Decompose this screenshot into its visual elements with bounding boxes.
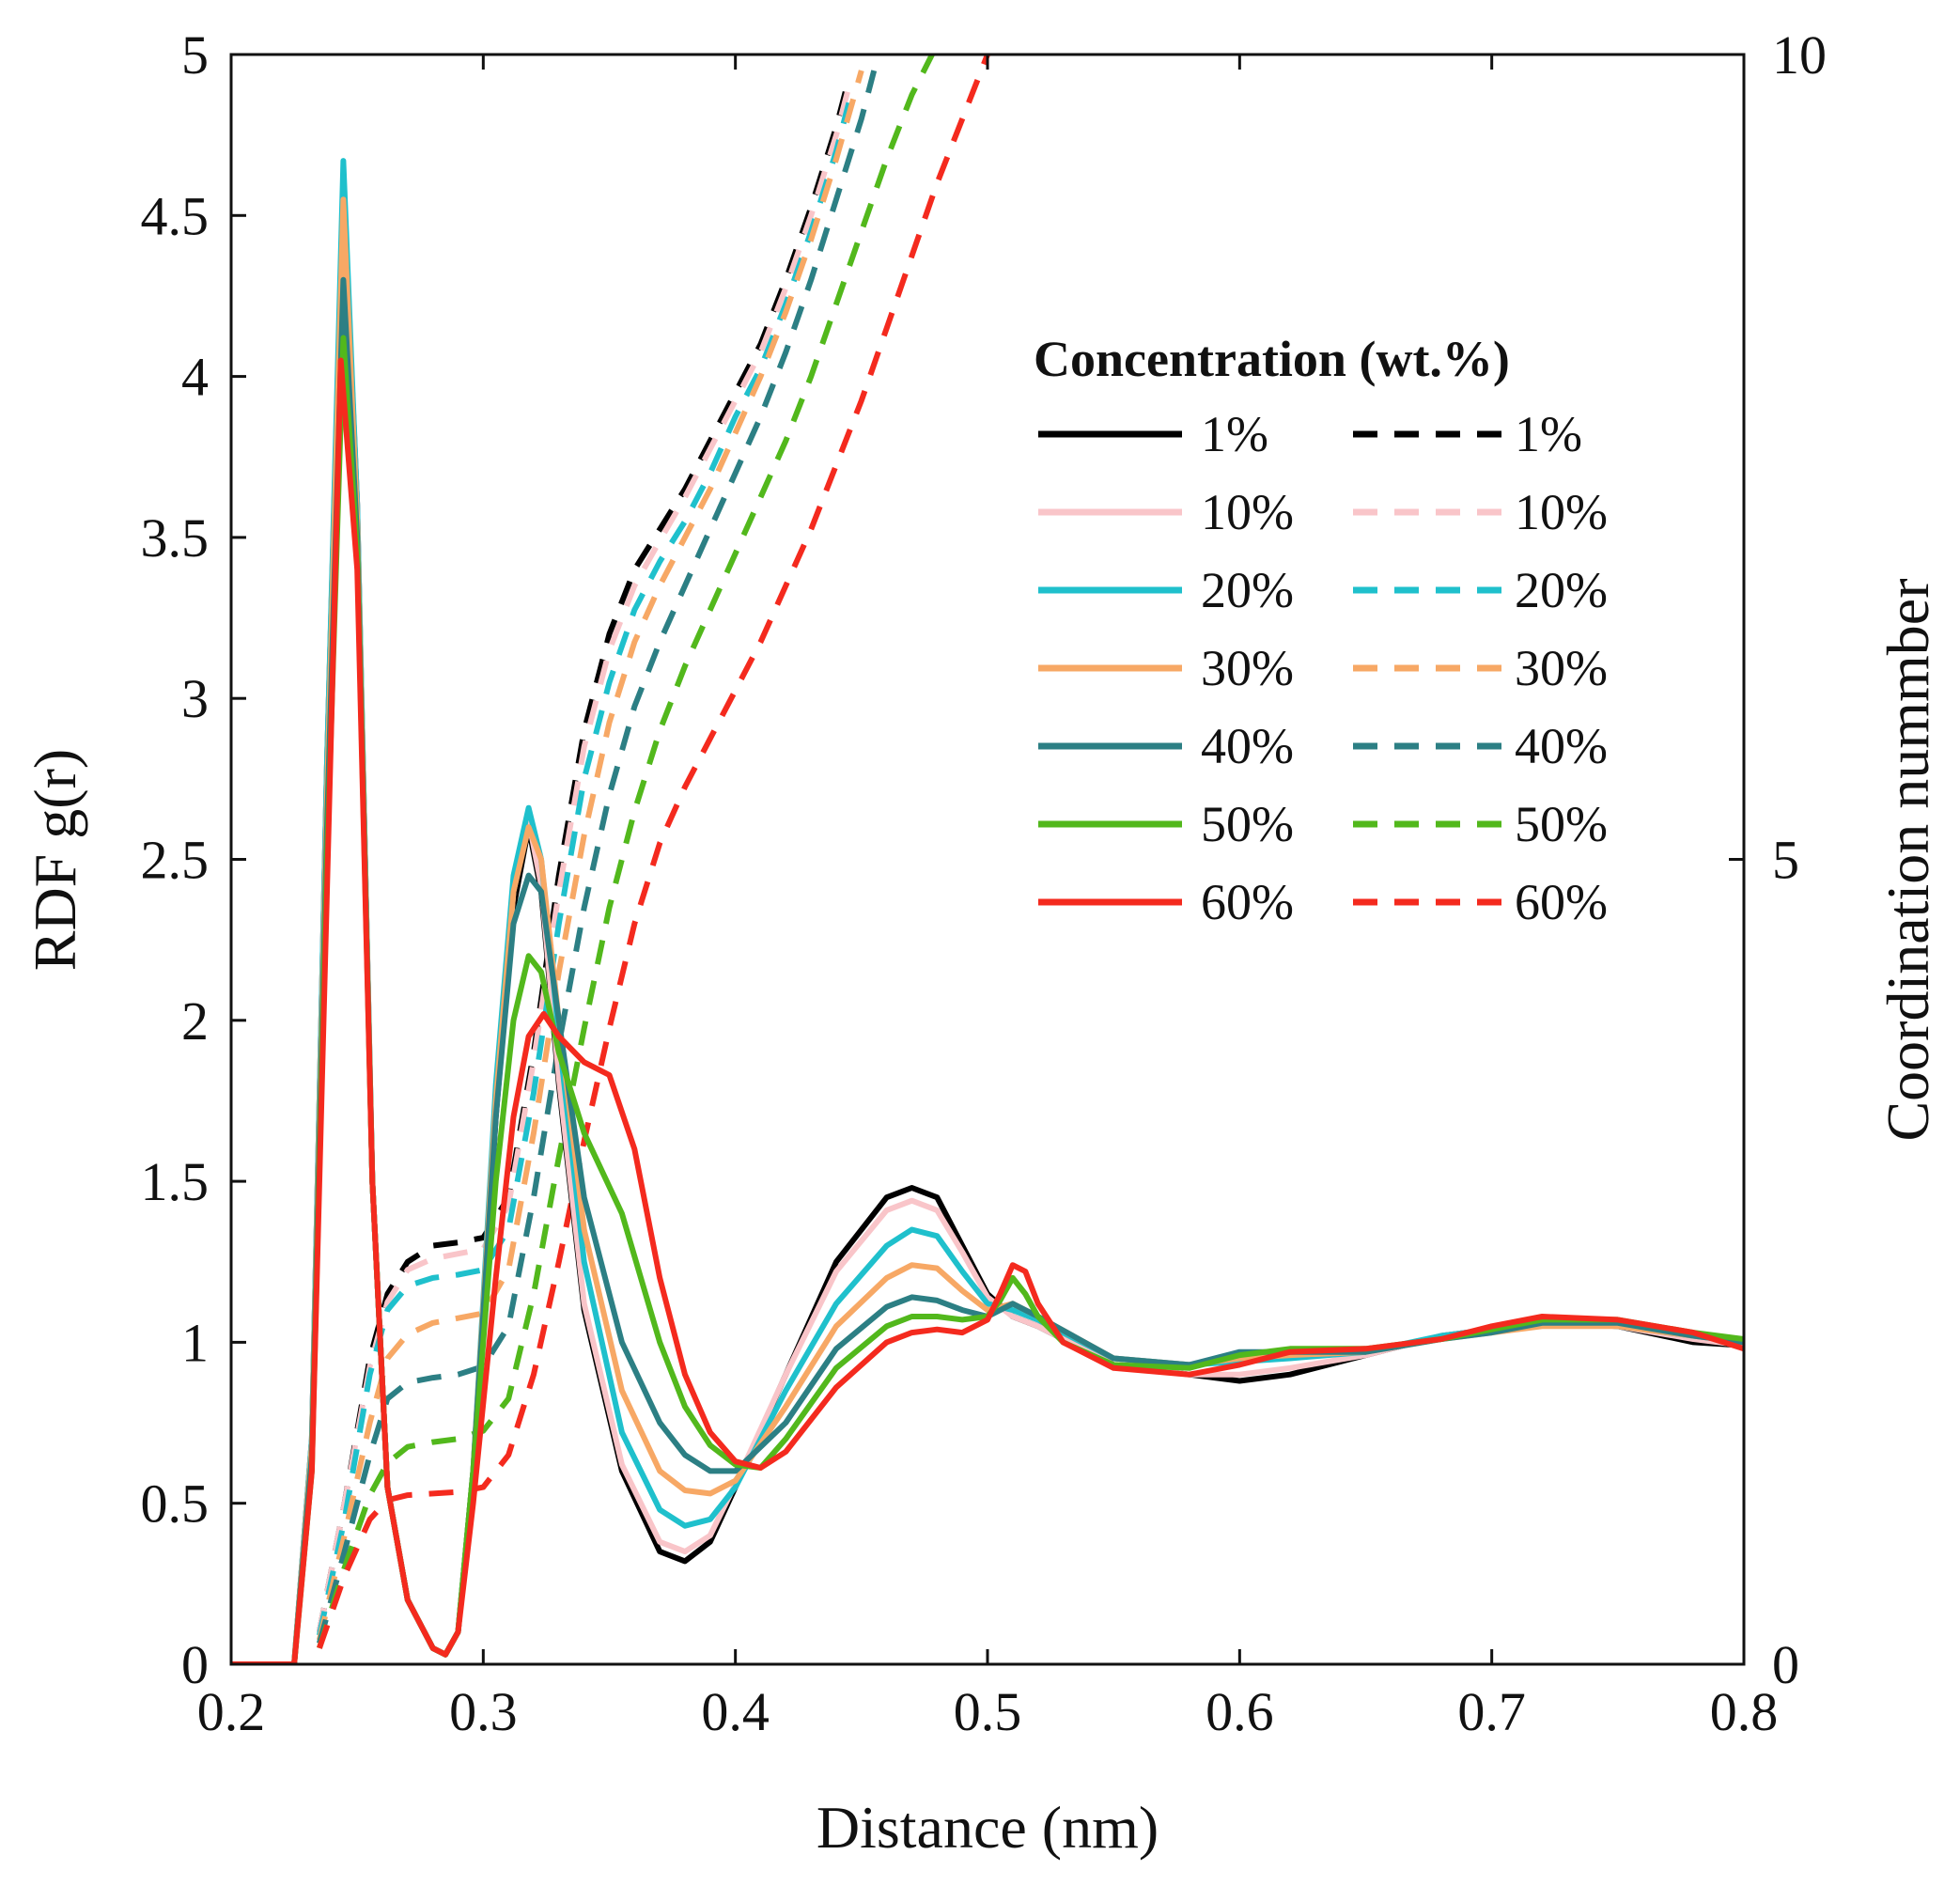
x-tick-label: 0.6 xyxy=(1206,1681,1274,1742)
y-tick-label: 2 xyxy=(181,990,209,1052)
y-tick-label: 1 xyxy=(181,1312,209,1373)
y-tick-label: 4 xyxy=(181,347,209,408)
y2-tick-label: 10 xyxy=(1772,24,1827,86)
legend-label-dashed: 30% xyxy=(1515,640,1608,696)
legend-label-dashed: 50% xyxy=(1515,796,1608,852)
x-tick-label: 0.3 xyxy=(449,1681,518,1742)
axis-layer: 0.2 0.3 0.4 0.5 0.6 0.7 0.800.511.522.533.544.… xyxy=(141,24,1828,1742)
cn-series-40pct xyxy=(317,70,878,1644)
legend-label-solid: 50% xyxy=(1201,796,1294,852)
x-tick-label: 0.7 xyxy=(1457,1681,1526,1742)
legend-label-dashed: 20% xyxy=(1515,562,1608,618)
cn-series-20pct xyxy=(316,101,852,1636)
cn-series-10pct xyxy=(316,86,852,1633)
x-tick-label: 0.5 xyxy=(954,1681,1022,1742)
legend-label-dashed: 1% xyxy=(1515,406,1582,462)
legend-title: Concentration (wt.%) xyxy=(1034,331,1510,387)
legend-label-solid: 30% xyxy=(1201,640,1294,696)
y2-axis-title: Coordination nummber xyxy=(1874,578,1941,1141)
legend: Concentration (wt.%) 1% 1% 10% 10% 20% 20% 30%… xyxy=(1034,331,1608,930)
cn-series-60pct xyxy=(317,55,990,1649)
y-tick-label: 0.5 xyxy=(141,1473,210,1535)
rdf-series-60pct xyxy=(231,357,1744,1664)
cn-series-1pct xyxy=(316,77,852,1633)
legend-label-solid: 60% xyxy=(1201,874,1294,930)
y-tick-label: 5 xyxy=(181,24,209,86)
y2-tick-label: 0 xyxy=(1772,1634,1799,1695)
y-tick-label: 2.5 xyxy=(141,830,210,891)
legend-label-solid: 40% xyxy=(1201,718,1294,774)
y-tick-label: 4.5 xyxy=(141,185,210,246)
x-tick-label: 0.2 xyxy=(197,1681,266,1742)
legend-label-solid: 10% xyxy=(1201,484,1294,540)
legend-label-solid: 1% xyxy=(1201,406,1268,462)
series-layer xyxy=(231,55,1744,1664)
x-axis-title: Distance (nm) xyxy=(817,1794,1159,1861)
x-tick-label: 0.8 xyxy=(1710,1681,1779,1742)
y-tick-label: 0 xyxy=(181,1634,209,1695)
legend-label-dashed: 40% xyxy=(1515,718,1608,774)
legend-label-dashed: 60% xyxy=(1515,874,1608,930)
legend-label-solid: 20% xyxy=(1201,562,1294,618)
cn-series-30pct xyxy=(316,70,864,1642)
y-tick-label: 3 xyxy=(181,668,209,729)
y2-tick-label: 5 xyxy=(1772,830,1799,891)
legend-label-dashed: 10% xyxy=(1515,484,1608,540)
y-tick-label: 1.5 xyxy=(141,1151,210,1212)
x-tick-label: 0.4 xyxy=(701,1681,770,1742)
y-axis-title: RDF g(r) xyxy=(22,749,88,971)
cn-series-50pct xyxy=(317,55,935,1649)
plot-frame xyxy=(229,53,1746,1666)
y-tick-label: 3.5 xyxy=(141,507,210,569)
